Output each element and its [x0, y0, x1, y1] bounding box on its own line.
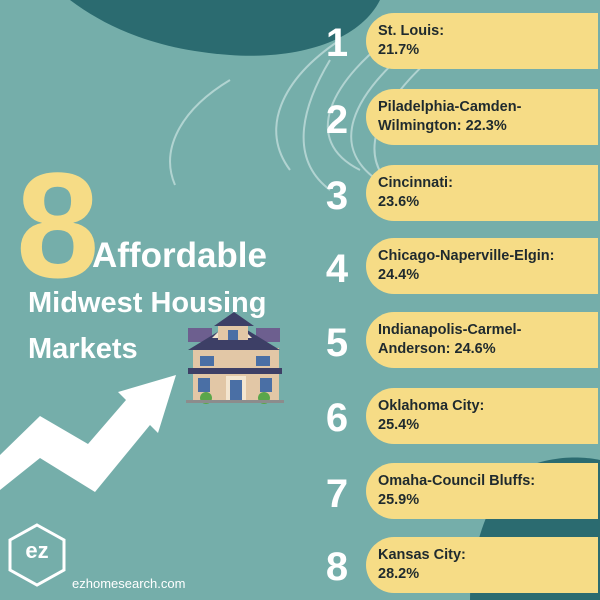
rank-number: 8	[325, 545, 349, 589]
market-item: Omaha-Council Bluffs: 25.9%	[366, 463, 598, 519]
rank-number: 3	[325, 174, 349, 218]
market-value: 21.7%	[378, 42, 420, 58]
brand-logo: ez	[4, 522, 70, 588]
rank-number: 2	[325, 98, 349, 142]
market-name: Kansas City:	[378, 546, 466, 563]
headline-line-2: Midwest Housing	[28, 287, 267, 319]
headline-line-3: Markets	[28, 333, 138, 365]
hexagon-logo-icon	[8, 523, 66, 587]
market-item: St. Louis: 21.7%	[366, 13, 598, 69]
market-name: St. Louis:	[378, 22, 445, 39]
market-item: Indianapolis-Carmel- Anderson: 24.6%	[366, 312, 598, 368]
rank-number: 5	[325, 321, 349, 365]
market-name: Piladelphia-Camden-	[378, 98, 522, 115]
market-item: Kansas City: 28.2%	[366, 537, 598, 593]
logo-text: ez	[25, 538, 49, 563]
market-name: Cincinnati:	[378, 174, 453, 191]
market-name: Oklahoma City:	[378, 397, 485, 414]
rank-number: 7	[325, 472, 349, 516]
market-name: Omaha-Council Bluffs:	[378, 472, 536, 489]
market-value: 28.2%	[378, 566, 420, 582]
market-value: 24.4%	[378, 267, 420, 283]
market-name: Indianapolis-Carmel-	[378, 321, 522, 338]
market-item: Oklahoma City: 25.4%	[366, 388, 598, 444]
market-value: 23.6%	[378, 194, 420, 210]
market-item: Chicago-Naperville-Elgin: 24.4%	[366, 238, 598, 294]
market-name: Chicago-Naperville-Elgin:	[378, 247, 555, 264]
market-value: 25.9%	[378, 492, 420, 508]
headline-line-1: Affordable	[92, 236, 267, 275]
website-url: ezhomesearch.com	[72, 576, 186, 591]
market-value: Anderson: 24.6%	[378, 341, 496, 357]
market-item: Piladelphia-Camden- Wilmington: 22.3%	[366, 89, 598, 145]
rank-number: 6	[325, 396, 349, 440]
headline-number: 8	[16, 141, 99, 309]
market-value: Wilmington: 22.3%	[378, 118, 507, 134]
market-item: Cincinnati: 23.6%	[366, 165, 598, 221]
rank-number: 1	[325, 21, 349, 65]
rank-number: 4	[325, 247, 349, 291]
market-value: 25.4%	[378, 417, 420, 433]
